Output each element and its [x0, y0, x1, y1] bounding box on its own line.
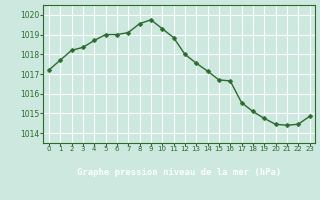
X-axis label: Graphe pression niveau de la mer (hPa): Graphe pression niveau de la mer (hPa) — [77, 168, 281, 177]
